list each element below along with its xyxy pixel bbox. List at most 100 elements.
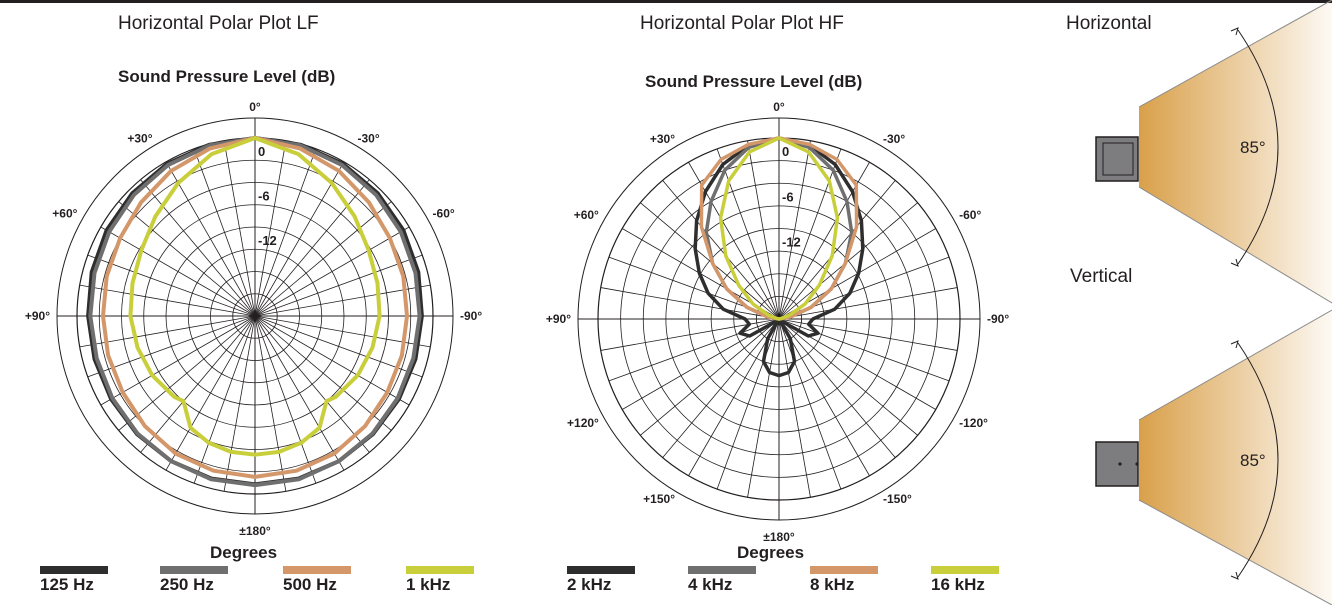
angle-tick-label: -60°	[959, 208, 981, 222]
legend-label: 250 Hz	[160, 575, 214, 594]
grid-spoke	[254, 315, 392, 431]
grid-spoke	[747, 140, 780, 320]
grid-spoke	[118, 201, 256, 317]
vertical-arrow-icon	[1230, 340, 1239, 349]
grid-spoke	[87, 254, 256, 317]
grid-spoke	[254, 179, 370, 317]
grid-spoke	[254, 284, 431, 317]
radial-tick-label: -12	[782, 235, 801, 250]
grid-spoke	[165, 161, 256, 317]
grid-spoke	[778, 162, 870, 320]
grid-spoke	[254, 315, 431, 348]
grid-spoke	[79, 315, 256, 348]
angle-tick-label: -150°	[883, 492, 912, 506]
grid-spoke	[778, 318, 811, 498]
series-line-500hz	[101, 136, 409, 479]
radial-tick-label: -6	[258, 189, 270, 204]
legend-item-125hz: 125 Hz	[40, 566, 108, 595]
legend-label: 16 kHz	[931, 575, 985, 594]
grid-spoke	[716, 148, 780, 320]
grid-spoke	[778, 318, 896, 458]
grid-spoke	[778, 287, 958, 320]
legend-swatch	[406, 566, 474, 574]
grid-spoke	[662, 180, 780, 320]
grid-spoke	[254, 315, 410, 406]
grid-spoke	[778, 180, 896, 320]
angle-tick-label: +90°	[25, 309, 50, 323]
grid-spoke	[100, 315, 256, 406]
grid-spoke	[662, 318, 780, 458]
hf-subtitle: Sound Pressure Level (dB)	[645, 72, 863, 91]
angle-tick-label: -60°	[433, 207, 455, 221]
grid-spoke	[223, 140, 256, 317]
legend-swatch	[931, 566, 999, 574]
legend-label: 500 Hz	[283, 575, 337, 594]
angle-tick-label: -30°	[358, 131, 380, 145]
grid-spoke	[778, 318, 950, 382]
grid-spoke	[778, 202, 918, 320]
hf-axis-label: Degrees	[737, 543, 805, 562]
grid-spoke	[140, 315, 256, 453]
legend-swatch	[567, 566, 635, 574]
grid-spoke	[778, 318, 842, 490]
series-line-2khz	[693, 136, 865, 378]
angle-tick-label: +30°	[650, 132, 675, 146]
legend-item-8khz: 8 kHz	[810, 566, 878, 595]
vertical-angle-arc	[1237, 342, 1279, 578]
angle-tick-label: +60°	[52, 207, 77, 221]
angle-tick-label: -30°	[883, 132, 905, 146]
legend-label: 8 kHz	[810, 575, 855, 594]
grid-spoke	[254, 140, 287, 317]
grid-spoke	[688, 162, 780, 320]
horizontal-cone-edge	[1138, 186, 1332, 304]
top-rule	[0, 0, 1332, 3]
grid-spoke	[165, 315, 256, 471]
lf-polar-plot: 0 -6 -12 0° +30° -30° +60° -60° +90° -90° ±180°	[25, 100, 483, 538]
radial-tick-label: 0	[782, 144, 789, 159]
angle-tick-label: +90°	[546, 312, 571, 326]
grid-spoke	[118, 315, 256, 431]
grid-spoke	[778, 140, 811, 320]
angle-tick-label: +120°	[567, 416, 599, 430]
horizontal-arrow-icon	[1230, 258, 1239, 267]
vertical-dispersion-title: Vertical	[1070, 266, 1133, 287]
legend-label: 4 kHz	[688, 575, 733, 594]
grid-spoke	[600, 287, 780, 320]
angle-tick-label: 0°	[773, 100, 785, 114]
vertical-cone-edge	[1138, 309, 1332, 421]
angle-tick-label: -120°	[959, 416, 988, 430]
grid-spoke	[254, 254, 423, 317]
legend-swatch	[40, 566, 108, 574]
grid-spoke	[778, 318, 870, 476]
legend-swatch	[160, 566, 228, 574]
legend-swatch	[688, 566, 756, 574]
horizontal-angle-arc	[1237, 29, 1279, 265]
angle-tick-label: +30°	[127, 131, 152, 145]
grid-spoke	[254, 315, 287, 492]
grid-spoke	[608, 318, 780, 382]
vertical-cone-edge	[1138, 499, 1332, 605]
grid-spoke	[254, 161, 345, 317]
series-line-250hz	[88, 136, 422, 488]
legend-item-2khz: 2 kHz	[567, 566, 635, 595]
grid-spoke	[640, 318, 780, 436]
grid-spoke	[640, 202, 780, 320]
angle-tick-label: +150°	[643, 492, 675, 506]
grid-spoke	[688, 318, 780, 476]
horizontal-dispersion-title: Horizontal	[1066, 13, 1152, 34]
horizontal-arrow-icon	[1230, 27, 1239, 36]
legend-swatch	[283, 566, 351, 574]
legend-swatch	[810, 566, 878, 574]
vertical-angle-label: 85°	[1240, 451, 1266, 470]
lf-subtitle: Sound Pressure Level (dB)	[118, 67, 336, 86]
radial-tick-label: -6	[782, 189, 794, 204]
grid-spoke	[140, 179, 256, 317]
legend-item-4khz: 4 kHz	[688, 566, 756, 595]
grid-spoke	[87, 315, 256, 378]
legend-item-1khz: 1 kHz	[406, 566, 474, 595]
grid-spoke	[254, 201, 392, 317]
grid-spoke	[254, 315, 423, 378]
grid-spoke	[193, 315, 256, 484]
hf-plot-title: Horizontal Polar Plot HF	[640, 13, 844, 34]
